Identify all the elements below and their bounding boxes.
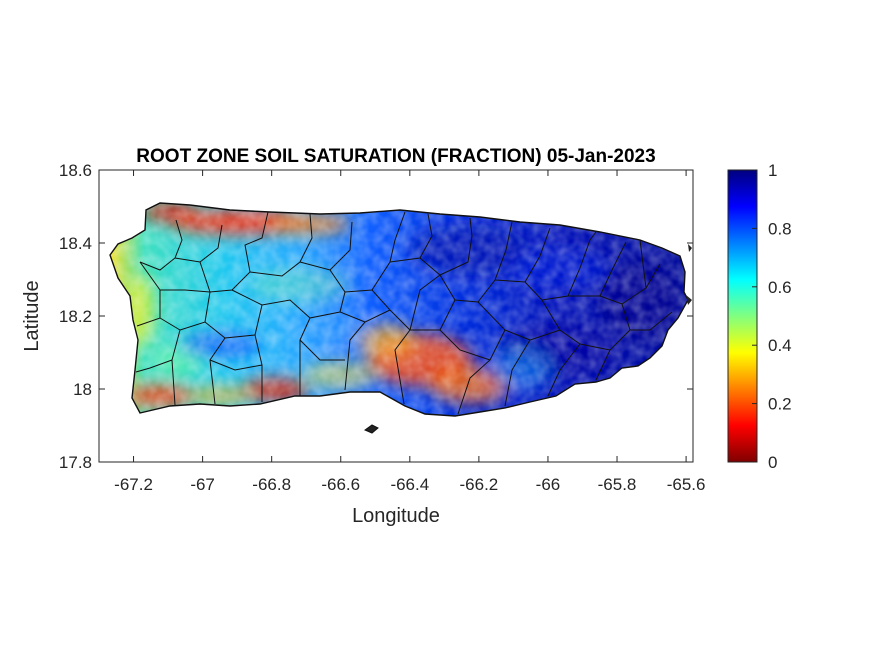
x-tick-label: -65.8 — [598, 475, 637, 494]
x-tick-label: -66 — [536, 475, 561, 494]
y-tick-label: 18.2 — [59, 307, 92, 326]
x-tick-label: -66.4 — [390, 475, 429, 494]
y-tick-label: 18.4 — [59, 234, 92, 253]
x-tick-label: -65.6 — [667, 475, 706, 494]
colorbar-tick-label: 0.6 — [768, 278, 792, 297]
municipality-boundaries — [135, 211, 673, 415]
y-tick-label: 18 — [73, 380, 92, 399]
colorbar-gradient — [727, 169, 758, 463]
x-axis: -67.2 -67 -66.8 -66.6 -66.4 -66.2 -66 -65.8 -65.… — [114, 170, 705, 494]
x-tick-label: -66.8 — [252, 475, 291, 494]
y-axis: 18.6 18.4 18.2 18 17.8 — [59, 161, 693, 472]
y-axis-label: Latitude — [21, 280, 43, 351]
x-tick-label: -66.6 — [321, 475, 360, 494]
colorbar-tick-label: 0 — [768, 453, 777, 472]
chart-title: ROOT ZONE SOIL SATURATION (FRACTION) 05-… — [136, 146, 655, 167]
colorbar-tick-label: 0.2 — [768, 395, 792, 414]
colorbar-tick-label: 0.8 — [768, 219, 792, 238]
x-axis-label: Longitude — [352, 505, 440, 527]
saturation-map — [109, 202, 692, 434]
x-tick-label: -67 — [190, 475, 215, 494]
colorbar-tick-label: 0.4 — [768, 336, 792, 355]
x-tick-label: -67.2 — [114, 475, 153, 494]
colorbar-tick-label: 1 — [768, 161, 777, 180]
x-tick-label: -66.2 — [460, 475, 499, 494]
y-tick-label: 18.6 — [59, 161, 92, 180]
colorbar: 1 0.8 0.6 0.4 0.2 0 — [727, 161, 792, 472]
y-tick-label: 17.8 — [59, 453, 92, 472]
